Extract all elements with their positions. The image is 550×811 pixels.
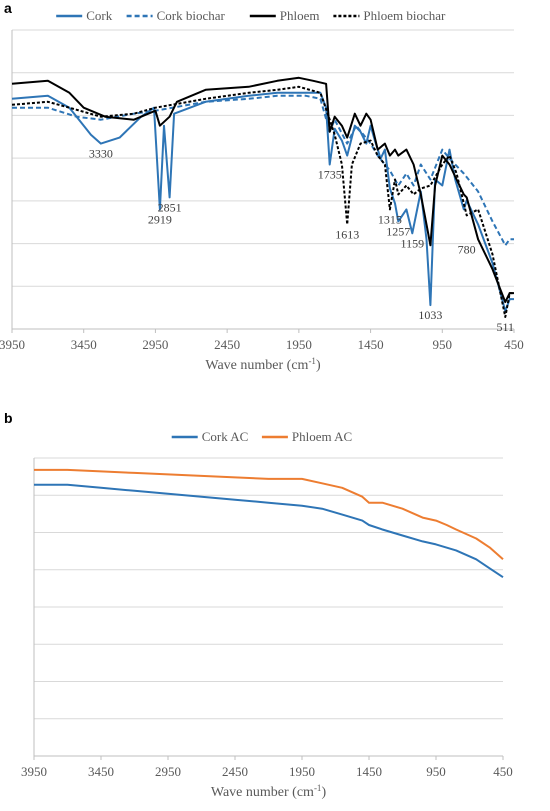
peak-annotation: 2851: [158, 200, 182, 214]
panel-letter: b: [4, 410, 13, 426]
legend-label: Phloem AC: [292, 429, 352, 444]
x-tick-label: 3950: [0, 337, 25, 352]
peak-annotation: 2919: [148, 212, 172, 226]
panel-letter: a: [4, 0, 12, 16]
x-tick-label: 450: [504, 337, 524, 352]
panel-b: b 3950 3450 2950 2450 1950 1450 950 450 Wave num…: [0, 410, 550, 811]
legend-label: Cork AC: [202, 429, 249, 444]
panel-a: a 3950 3450 2950 2450 1950 1450 950 450 Wave num…: [0, 0, 550, 390]
series-cork: [11, 91, 514, 313]
series-phloem: [11, 76, 514, 304]
series-phloem-biochar: [11, 85, 514, 318]
x-tick-label: 2950: [155, 764, 181, 779]
peak-annotation: 3330: [89, 147, 113, 161]
legend: Cork AC Phloem AC: [171, 429, 352, 444]
peak-annotation: 1613: [335, 227, 359, 241]
series-phloem-ac: [34, 468, 504, 561]
legend-label: Cork: [86, 8, 113, 23]
legend-label: Cork biochar: [157, 8, 226, 23]
legend-label: Phloem biochar: [363, 8, 446, 23]
legend: Cork Cork biochar Phloem Phloem biochar: [56, 8, 446, 23]
series-cork-ac: [34, 483, 504, 579]
peak-annotation: 780: [458, 242, 476, 256]
peak-annotation: 1033: [418, 308, 442, 322]
x-axis-label: Wave number (cm-1): [211, 783, 327, 800]
x-tick-label: 1950: [289, 764, 315, 779]
peak-annotation: 511: [496, 320, 514, 334]
legend-label: Phloem: [280, 8, 320, 23]
x-tick-label: 1450: [358, 337, 384, 352]
x-tick-label: 2450: [214, 337, 240, 352]
chart-b: 3950 3450 2950 2450 1950 1450 950 450 Wave numbe…: [21, 429, 513, 800]
x-tick-label: 3450: [88, 764, 114, 779]
peak-annotation: 1159: [401, 236, 425, 250]
x-axis-label: Wave number (cm-1): [205, 356, 321, 373]
x-tick-label: 950: [426, 764, 446, 779]
x-tick-label: 2450: [222, 764, 248, 779]
chart-a: 3950 3450 2950 2450 1950 1450 950 450 Wave numbe…: [0, 8, 524, 373]
x-tick-label: 450: [493, 764, 513, 779]
peak-annotation: 1735: [318, 168, 342, 182]
peak-annotation: 1257: [386, 224, 410, 238]
x-tick-label: 2950: [142, 337, 168, 352]
peak-annotation: 1315: [378, 212, 402, 226]
x-tick-label: 3450: [71, 337, 97, 352]
x-tick-label: 1450: [356, 764, 382, 779]
x-tick-label: 1950: [286, 337, 312, 352]
x-tick-label: 3950: [21, 764, 47, 779]
x-tick-label: 950: [433, 337, 453, 352]
